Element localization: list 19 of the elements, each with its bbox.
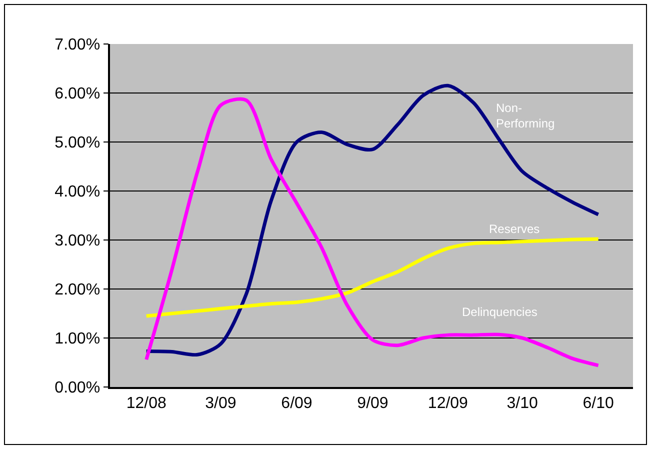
y-tick-label: 1.00%: [54, 330, 100, 348]
y-tick-label: 7.00%: [54, 36, 100, 54]
x-tick-label: 6/10: [582, 394, 614, 412]
x-tick-label: 9/09: [357, 394, 388, 412]
series-label: Non-Performing: [496, 101, 555, 131]
line-series: [144, 237, 600, 318]
y-tick-label: 4.00%: [54, 184, 100, 201]
y-tick-label: 3.00%: [54, 232, 100, 250]
series-label: Delinquencies: [462, 305, 538, 319]
x-tick-label: 3/10: [506, 394, 538, 412]
y-tick-label: 5.00%: [54, 134, 100, 152]
x-tick-label: 3/09: [205, 394, 236, 412]
x-tick-label: 6/09: [281, 394, 312, 412]
y-tick-label: 2.00%: [54, 282, 100, 299]
y-tick-label: 6.00%: [54, 86, 100, 103]
series-label: Reserves: [489, 222, 540, 236]
x-tick-label: 12/08: [126, 394, 166, 412]
x-tick-label: 12/09: [428, 394, 468, 412]
y-tick-label: 0.00%: [54, 380, 100, 397]
